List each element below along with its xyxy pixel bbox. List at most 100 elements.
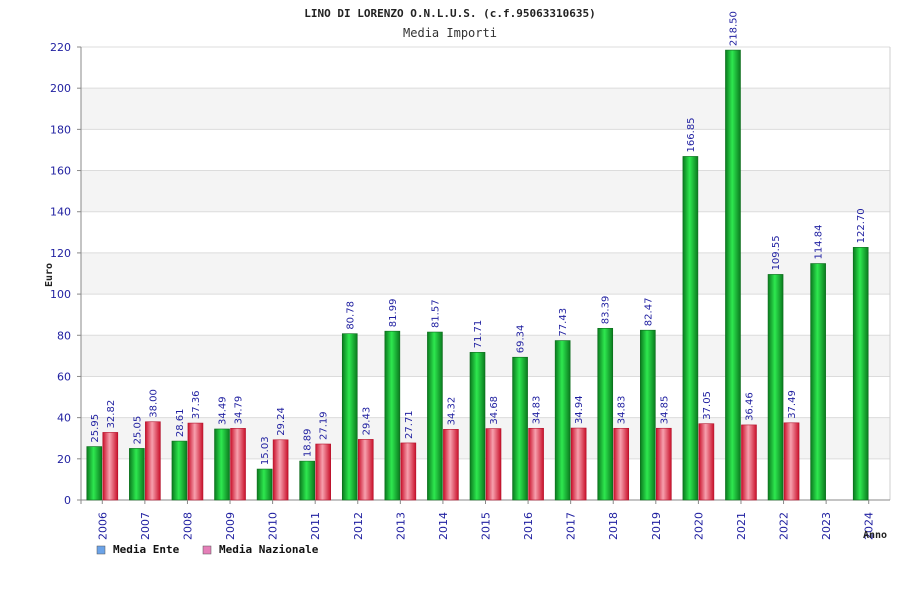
bar-media-nazionale-2016 — [528, 427, 544, 501]
y-tick-label: 40 — [57, 412, 71, 425]
bar-media-nazionale-2006 — [102, 432, 119, 501]
x-tick-label-2016: 2016 — [522, 512, 535, 540]
value-label-media-nazionale-2015: 34.68 — [489, 396, 500, 425]
x-tick-label-2023: 2023 — [820, 512, 833, 540]
bar-media-ente-2021 — [725, 49, 741, 501]
x-tick-label-2011: 2011 — [309, 512, 322, 540]
legend-swatch-media-nazionale — [202, 545, 212, 555]
x-tick-label-2019: 2019 — [650, 512, 663, 540]
y-tick-label: 200 — [50, 82, 71, 95]
value-labels: 25.95 32.82 25.05 38.00 28.61 37.36 34.49 34.79… — [90, 11, 867, 465]
bar-media-nazionale-2009 — [230, 428, 246, 501]
bar-media-nazionale-2014 — [443, 429, 459, 501]
chart-title: LINO DI LORENZO O.N.L.U.S. (c.f.95063310… — [304, 7, 595, 20]
y-tick-label: 80 — [57, 329, 71, 342]
y-tick-label: 120 — [50, 247, 71, 260]
value-label-media-ente-2017: 77.43 — [558, 308, 569, 337]
bar-media-nazionale-2011 — [315, 443, 331, 501]
value-label-media-nazionale-2017: 34.94 — [574, 395, 585, 424]
value-label-media-nazionale-2018: 34.83 — [617, 396, 628, 425]
plot-background — [77, 46, 891, 504]
bar-media-nazionale-2017 — [570, 427, 587, 501]
x-axis-label: Anno — [863, 530, 887, 541]
bar-media-ente-2015 — [469, 352, 486, 501]
value-label-media-nazionale-2010: 29.24 — [276, 407, 287, 436]
x-tick-label-2024: 2024 — [863, 512, 876, 540]
bar-media-ente-2019 — [640, 329, 656, 501]
bar-media-nazionale-2019 — [656, 427, 672, 501]
y-tick-label: 180 — [50, 123, 71, 136]
bar-media-nazionale-2008 — [187, 422, 204, 501]
value-label-media-nazionale-2014: 34.32 — [446, 397, 457, 426]
value-label-media-ente-2009: 34.49 — [218, 396, 229, 425]
legend-swatch-media-ente — [96, 545, 106, 555]
value-label-media-ente-2014: 81.57 — [430, 299, 441, 328]
x-tick-label-2013: 2013 — [394, 512, 407, 540]
x-tick-label-2021: 2021 — [735, 512, 748, 540]
y-tick-label: 160 — [50, 165, 71, 178]
value-label-media-nazionale-2011: 27.19 — [319, 411, 330, 440]
bar-media-nazionale-2010 — [272, 439, 289, 501]
x-tick-label-2006: 2006 — [96, 512, 109, 540]
x-tick-label-2014: 2014 — [437, 512, 450, 540]
x-tick-label-2020: 2020 — [692, 512, 705, 540]
value-label-media-nazionale-2006: 32.82 — [106, 400, 117, 429]
bar-media-ente-2020 — [682, 156, 699, 501]
legend-label-media-ente: Media Ente — [113, 543, 180, 556]
bar-media-ente-2012 — [341, 333, 358, 501]
value-label-media-ente-2012: 80.78 — [345, 301, 356, 330]
y-tick-label: 60 — [57, 370, 71, 383]
bar-media-nazionale-2013 — [400, 442, 417, 501]
value-label-media-nazionale-2016: 34.83 — [532, 396, 543, 425]
bar-media-ente-2024 — [852, 247, 869, 501]
value-label-media-ente-2020: 166.85 — [686, 117, 697, 152]
bar-media-nazionale-2012 — [357, 439, 374, 501]
value-label-media-nazionale-2020: 37.05 — [702, 391, 713, 420]
bar-media-nazionale-2020 — [698, 423, 715, 501]
value-label-media-nazionale-2009: 34.79 — [234, 396, 245, 425]
y-tick-label: 220 — [50, 41, 71, 54]
legend-label-media-nazionale: Media Nazionale — [219, 543, 319, 556]
bar-media-nazionale-2022 — [783, 422, 800, 501]
x-tick-label-2015: 2015 — [480, 512, 493, 540]
x-tick-label-2012: 2012 — [352, 512, 365, 540]
value-label-media-nazionale-2022: 37.49 — [787, 390, 798, 419]
value-label-media-ente-2008: 28.61 — [175, 408, 186, 437]
bar-media-nazionale-2018 — [613, 427, 630, 501]
bars — [86, 49, 869, 501]
bar-media-ente-2010 — [256, 468, 273, 501]
value-label-media-ente-2007: 25.05 — [132, 416, 143, 445]
value-label-media-ente-2018: 83.39 — [601, 296, 612, 325]
value-label-media-ente-2021: 218.50 — [728, 11, 739, 46]
value-label-media-ente-2011: 18.89 — [303, 428, 314, 457]
bar-media-ente-2011 — [299, 460, 315, 501]
x-tick-label-2009: 2009 — [224, 512, 237, 540]
x-tick-label-2017: 2017 — [565, 512, 578, 540]
y-tick-label: 20 — [57, 453, 71, 466]
y-axis-label: Euro — [44, 263, 55, 287]
bar-media-ente-2006 — [86, 446, 103, 501]
legend: Media Ente Media Nazionale — [96, 543, 319, 556]
x-tick-label-2010: 2010 — [267, 512, 280, 540]
bar-media-ente-2023 — [810, 263, 826, 501]
value-label-media-nazionale-2012: 29.43 — [361, 407, 372, 436]
bar-media-nazionale-2021 — [741, 424, 757, 501]
value-label-media-ente-2006: 25.95 — [90, 414, 101, 443]
value-label-media-nazionale-2013: 27.71 — [404, 410, 415, 439]
value-label-media-nazionale-2007: 38.00 — [148, 389, 159, 418]
x-axis-ticks: 2006 2007 2008 2009 2010 2011 2012 2013 2014 2015… — [96, 500, 876, 540]
bar-media-ente-2022 — [767, 274, 784, 501]
value-label-media-ente-2022: 109.55 — [771, 235, 782, 270]
bar-media-ente-2007 — [129, 448, 145, 501]
y-tick-label: 0 — [64, 494, 71, 507]
bar-media-nazionale-2007 — [145, 421, 161, 501]
y-axis-ticks: 0 20 40 60 80 100 120 140 160 180 200 220 — [50, 41, 81, 507]
x-tick-label-2007: 2007 — [139, 512, 152, 540]
value-label-media-ente-2015: 71.71 — [473, 320, 484, 349]
bar-media-ente-2008 — [171, 440, 188, 501]
value-label-media-ente-2016: 69.34 — [516, 325, 527, 354]
bar-media-ente-2013 — [384, 330, 401, 501]
value-label-media-ente-2019: 82.47 — [643, 298, 654, 327]
value-label-media-ente-2024: 122.70 — [856, 208, 867, 243]
value-label-media-nazionale-2019: 34.85 — [659, 396, 670, 425]
